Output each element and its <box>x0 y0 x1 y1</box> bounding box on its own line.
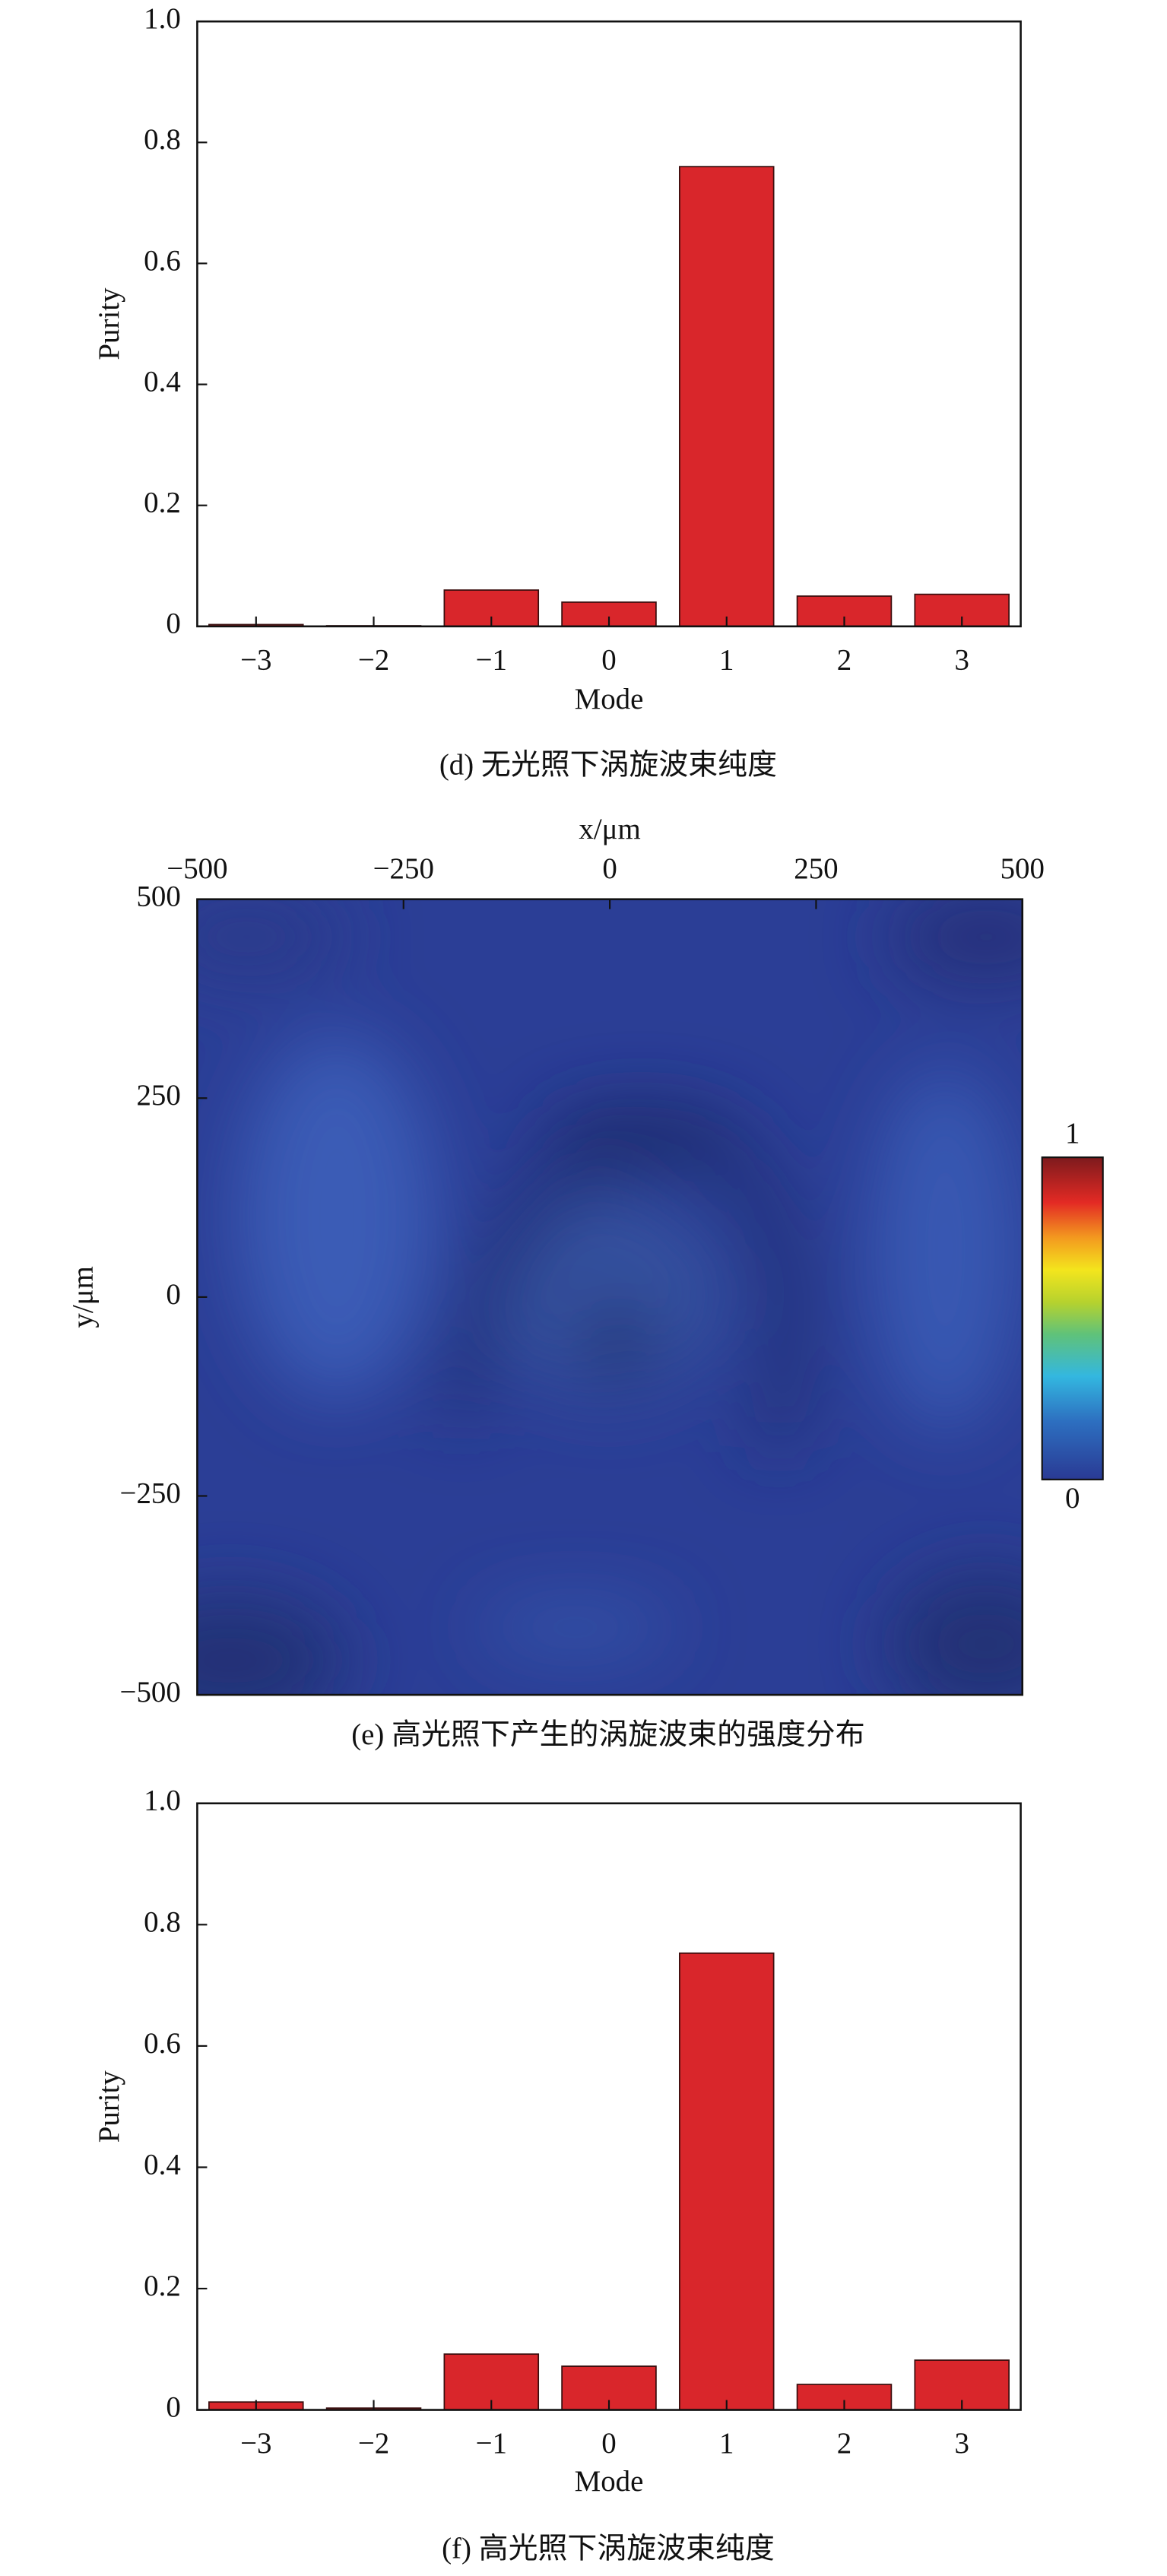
x-tick-label: 2 <box>837 643 851 676</box>
y-tick-label: 500 <box>136 880 180 913</box>
colorbar-tick-label: 1 <box>1065 1117 1080 1150</box>
x-tick-label: 0 <box>601 643 616 676</box>
y-axis-label: Purity <box>93 287 125 360</box>
heatmap-image <box>197 899 1023 1696</box>
y-tick-label: 0.4 <box>144 2148 181 2181</box>
y-tick-label: 0.2 <box>144 2270 181 2302</box>
y-tick-label: 0.8 <box>144 1905 181 1938</box>
colorbar <box>1041 1156 1104 1480</box>
caption: (d) 无光照下涡旋波束纯度 <box>439 749 777 782</box>
y-tick-label: 1.0 <box>144 1784 181 1817</box>
x-tick-label: −2 <box>358 643 389 676</box>
bar <box>678 166 775 627</box>
y-tick-label: 0.6 <box>144 2027 181 2060</box>
y-tick-label: 0.2 <box>144 487 181 519</box>
x-tick-label: −3 <box>240 2427 271 2460</box>
x-tick-label: 3 <box>954 643 969 676</box>
x-axis-label: Mode <box>575 2465 644 2498</box>
plot-frame <box>196 898 1024 1696</box>
x-axis-label: Mode <box>575 683 644 715</box>
y-tick-label: 0.4 <box>144 365 181 398</box>
x-tick-label: −1 <box>476 643 507 676</box>
plot-frame <box>196 20 1022 628</box>
y-tick-label: 0 <box>166 2390 180 2423</box>
x-tick-label: −3 <box>240 643 271 676</box>
x-tick-label: −1 <box>476 2427 507 2460</box>
y-tick-label: −250 <box>120 1477 181 1509</box>
bar <box>678 1952 775 2411</box>
y-tick-label: −500 <box>120 1676 181 1708</box>
y-tick-label: 0.6 <box>144 244 181 277</box>
y-axis-label: y/μm <box>66 1266 99 1328</box>
x-tick-label: 1 <box>719 2427 734 2460</box>
colorbar-tick-label: 0 <box>1065 1482 1080 1515</box>
y-tick-label: 250 <box>136 1079 180 1112</box>
x-tick-label: 2 <box>837 2427 851 2460</box>
x-tick-label: 1 <box>719 643 734 676</box>
x-tick-label: 3 <box>954 2427 969 2460</box>
x-axis-label: x/μm <box>579 813 640 845</box>
caption: (e) 高光照下产生的涡旋波束的强度分布 <box>351 1718 864 1751</box>
y-tick-label: 0 <box>166 608 180 640</box>
y-tick-label: 0 <box>166 1278 180 1311</box>
x-tick-label: −2 <box>358 2427 389 2460</box>
x-tick-label: −250 <box>373 852 434 885</box>
x-tick-label: 250 <box>794 852 838 885</box>
x-tick-label: 500 <box>1001 852 1045 885</box>
x-tick-label: 0 <box>601 2427 616 2460</box>
y-tick-label: 0.8 <box>144 123 181 156</box>
x-tick-label: −500 <box>166 852 227 885</box>
y-axis-label: Purity <box>93 2070 125 2143</box>
x-tick-label: 0 <box>602 852 617 885</box>
plot-frame <box>196 1802 1022 2411</box>
caption: (f) 高光照下涡旋波束纯度 <box>442 2532 775 2565</box>
y-tick-label: 1.0 <box>144 2 181 35</box>
